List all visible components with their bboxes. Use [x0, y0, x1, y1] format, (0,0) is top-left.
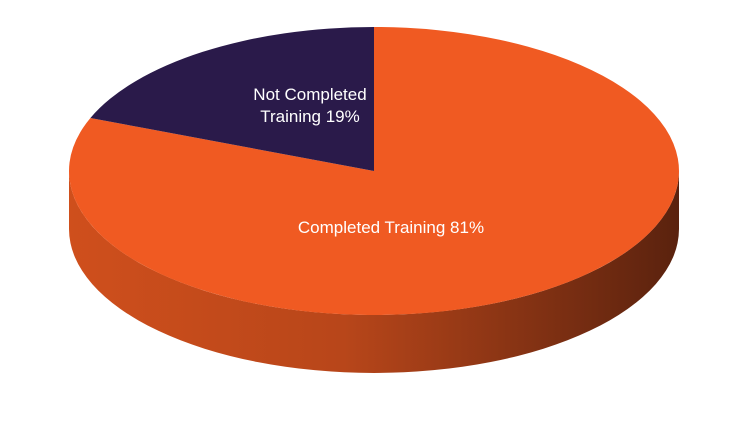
pie-slice-1	[90, 27, 374, 171]
pie-slice-label-1: Not Completed Training 19%	[253, 85, 366, 126]
pie-side-wall	[69, 171, 679, 373]
pie-slice-label-line: Not Completed	[253, 85, 366, 104]
pie-slice-label-0: Completed Training 81%	[298, 218, 484, 237]
pie-slice-label-line: Training 19%	[260, 107, 360, 126]
pie-slice-label-line: Completed Training 81%	[298, 218, 484, 237]
